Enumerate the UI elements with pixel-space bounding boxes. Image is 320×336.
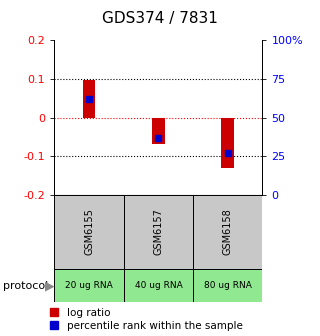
Bar xyxy=(124,195,193,269)
Text: GDS374 / 7831: GDS374 / 7831 xyxy=(102,11,218,26)
Bar xyxy=(193,195,262,269)
Text: ▶: ▶ xyxy=(45,279,54,292)
Text: GSM6158: GSM6158 xyxy=(223,208,233,255)
Bar xyxy=(124,269,193,302)
Text: protocol: protocol xyxy=(3,281,48,291)
Text: GSM6155: GSM6155 xyxy=(84,208,94,255)
Text: GSM6157: GSM6157 xyxy=(153,208,164,255)
Bar xyxy=(83,80,95,118)
Bar xyxy=(221,118,234,168)
Bar xyxy=(54,269,124,302)
Text: 80 ug RNA: 80 ug RNA xyxy=(204,281,252,290)
Bar xyxy=(152,118,164,144)
Bar xyxy=(193,269,262,302)
Text: 40 ug RNA: 40 ug RNA xyxy=(134,281,182,290)
Text: 20 ug RNA: 20 ug RNA xyxy=(65,281,113,290)
Legend: log ratio, percentile rank within the sample: log ratio, percentile rank within the sa… xyxy=(50,308,243,331)
Bar xyxy=(54,195,124,269)
